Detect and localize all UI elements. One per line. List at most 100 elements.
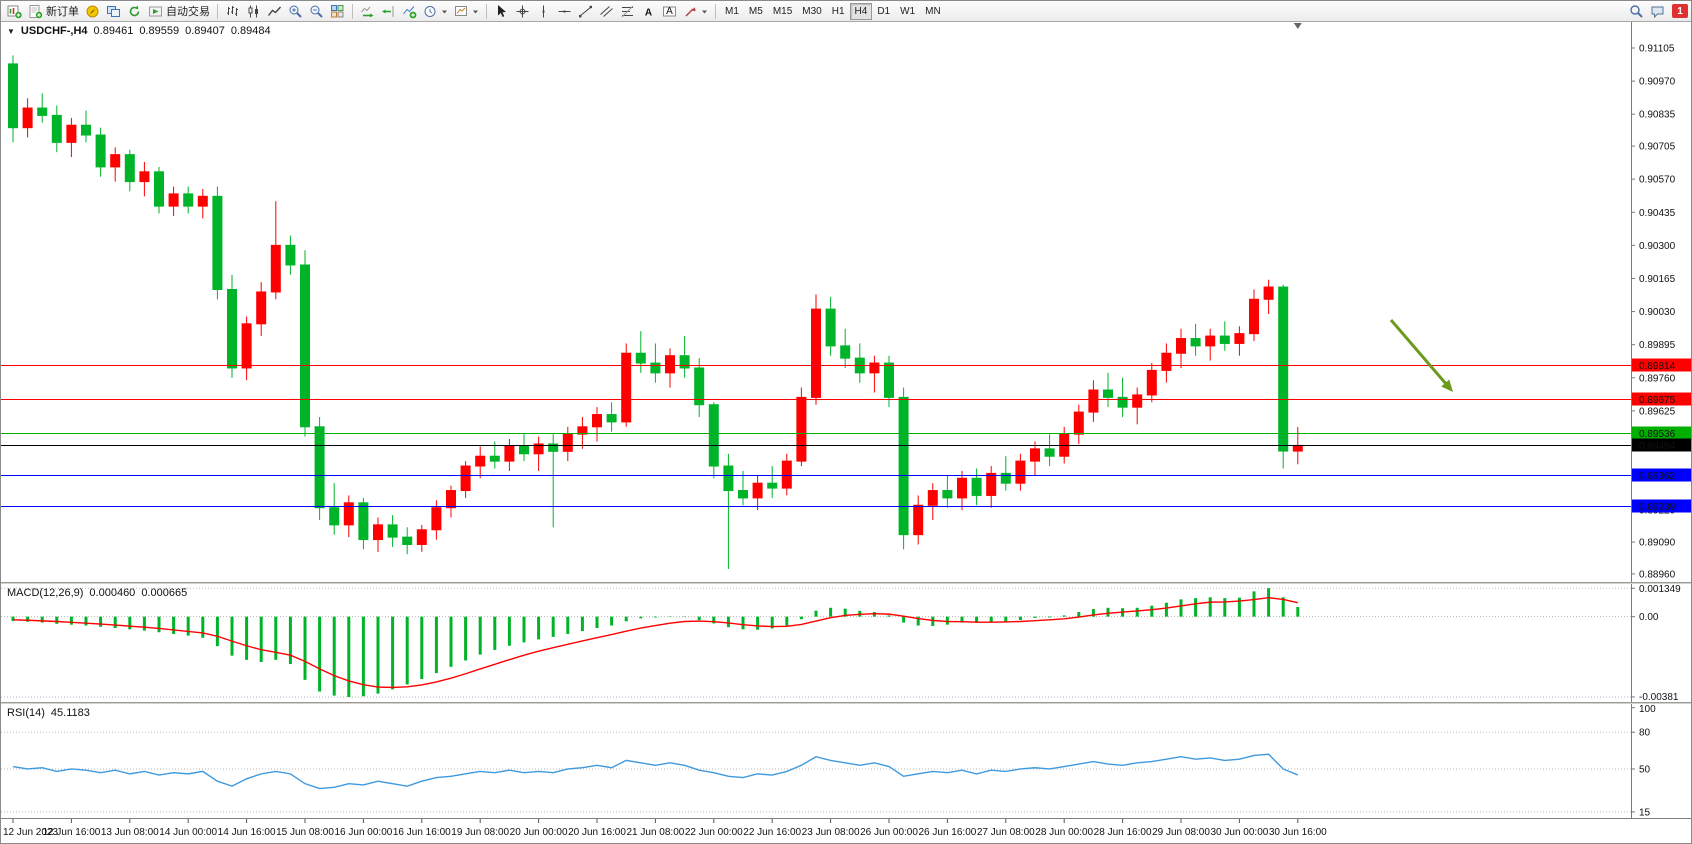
equidistant-channel-button[interactable] xyxy=(596,2,617,21)
community-button[interactable] xyxy=(1647,2,1668,21)
timeframe-m15-button[interactable]: M15 xyxy=(772,5,793,17)
time-axis[interactable]: 12 Jun 2023 12 Jun 16:00 13 Jun 08:00 14 Ju… xyxy=(1,818,1692,844)
svg-text:0.91105: 0.91105 xyxy=(1639,43,1675,54)
vertical-line-icon xyxy=(542,5,545,17)
bar-chart-button[interactable] xyxy=(222,2,243,21)
svg-text:0.89625: 0.89625 xyxy=(1639,406,1676,417)
toolbar-separator xyxy=(352,3,353,19)
chart-shift-marker[interactable] xyxy=(1293,23,1302,29)
new-order-button[interactable]: 新订单 xyxy=(25,2,82,21)
text-label-button[interactable]: A xyxy=(659,2,680,21)
pane-separator[interactable] xyxy=(1,582,1691,584)
price-chart[interactable]: 0.91105 0.90970 0.90835 0.90705 0.90570 0.904… xyxy=(1,22,1692,582)
auto-scroll-icon xyxy=(361,6,374,17)
fibonacci-button[interactable] xyxy=(617,2,638,21)
line-chart-button[interactable] xyxy=(264,2,285,21)
price-tag-0.89814: 0.89814 xyxy=(1632,358,1691,372)
svg-text:0.001349: 0.001349 xyxy=(1639,584,1681,595)
svg-text:20 Jun 16:00: 20 Jun 16:00 xyxy=(568,827,626,838)
arrow-annotation[interactable] xyxy=(1389,319,1453,392)
svg-text:0.90030: 0.90030 xyxy=(1639,307,1676,318)
horizontal-line-icon xyxy=(558,10,571,12)
svg-text:0.90970: 0.90970 xyxy=(1639,77,1676,88)
compass-button[interactable] xyxy=(82,2,103,21)
svg-text:29 Jun 08:00: 29 Jun 08:00 xyxy=(1152,827,1210,838)
svg-text:0.89675: 0.89675 xyxy=(1639,395,1676,406)
zoom-out-button[interactable] xyxy=(306,2,327,21)
cursor-button[interactable] xyxy=(491,2,512,21)
refresh-button[interactable] xyxy=(124,2,145,21)
crosshair-button[interactable] xyxy=(512,2,533,21)
timeframe-h4-button[interactable]: H4 xyxy=(849,2,873,20)
svg-text:0.89814: 0.89814 xyxy=(1639,361,1676,372)
timeframe-toolbar: M1 M5 M15 M30 H1 H4 D1 W1 MN xyxy=(720,2,946,20)
main-toolbar: 新订单 xyxy=(1,1,1691,22)
svg-text:16 Jun 00:00: 16 Jun 00:00 xyxy=(334,827,392,838)
svg-text:0.88960: 0.88960 xyxy=(1639,569,1676,580)
autotrading-button[interactable]: 自动交易 xyxy=(145,2,213,21)
auto-scroll-button[interactable] xyxy=(357,2,378,21)
tile-windows-icon xyxy=(331,4,344,17)
horizontal-line-button[interactable] xyxy=(554,2,575,21)
chart-shift-button[interactable] xyxy=(378,2,399,21)
search-button[interactable] xyxy=(1626,2,1647,21)
windows-icon xyxy=(107,5,120,17)
price-tag-0.89536: 0.89536 xyxy=(1632,426,1691,440)
candlestick-chart-button[interactable] xyxy=(243,2,264,21)
arrows-button[interactable] xyxy=(680,2,711,21)
new-order-icon xyxy=(29,4,43,18)
timeframe-m5-button[interactable]: M5 xyxy=(748,5,763,17)
svg-text:13 Jun 08:00: 13 Jun 08:00 xyxy=(101,827,159,838)
rsi-axis[interactable]: 100 80 50 15 xyxy=(1631,704,1656,818)
vertical-line-button[interactable] xyxy=(533,2,554,21)
macd-chart[interactable]: 0.001349 0.00 -0.00381 xyxy=(1,584,1692,702)
timeframe-m30-button[interactable]: M30 xyxy=(802,5,822,17)
svg-text:15: 15 xyxy=(1639,807,1651,818)
svg-text:27 Jun 08:00: 27 Jun 08:00 xyxy=(977,827,1035,838)
bar-chart-icon xyxy=(227,5,238,16)
timeframe-mn-button[interactable]: MN xyxy=(925,5,941,17)
trendline-button[interactable] xyxy=(575,2,596,21)
text-button[interactable]: A xyxy=(638,2,659,21)
svg-text:28 Jun 00:00: 28 Jun 00:00 xyxy=(1035,827,1093,838)
windows-button[interactable] xyxy=(103,2,124,21)
svg-text:80: 80 xyxy=(1639,728,1651,739)
collapse-chart-icon[interactable]: ▼ xyxy=(7,26,15,36)
periods-button[interactable] xyxy=(420,2,451,21)
rsi-chart[interactable]: 100 80 50 15 xyxy=(1,704,1692,818)
zoom-in-button[interactable] xyxy=(285,2,306,21)
notification-badge[interactable]: 1 xyxy=(1672,4,1688,18)
svg-text:50: 50 xyxy=(1639,764,1651,775)
svg-text:19 Jun 08:00: 19 Jun 08:00 xyxy=(451,827,509,838)
svg-text:14 Jun 16:00: 14 Jun 16:00 xyxy=(218,827,276,838)
svg-text:20 Jun 00:00: 20 Jun 00:00 xyxy=(510,827,568,838)
chevron-down-icon xyxy=(442,10,447,13)
new-chart-button[interactable] xyxy=(4,2,25,21)
toolbar-separator xyxy=(715,3,716,19)
macd-axis[interactable]: 0.001349 0.00 -0.00381 xyxy=(1631,584,1681,702)
templates-icon xyxy=(455,5,467,16)
svg-text:A: A xyxy=(666,6,673,17)
tile-windows-button[interactable] xyxy=(327,2,348,21)
timeframe-m1-button[interactable]: M1 xyxy=(725,5,739,17)
svg-text:22 Jun 16:00: 22 Jun 16:00 xyxy=(743,827,801,838)
indicators-button[interactable] xyxy=(399,2,420,21)
pane-separator[interactable] xyxy=(1,702,1691,704)
candlesticks xyxy=(8,55,1303,570)
timeframe-h1-button[interactable]: H1 xyxy=(831,5,845,17)
equidistant-channel-icon xyxy=(600,5,613,17)
fibonacci-icon xyxy=(621,5,634,17)
svg-text:0.90705: 0.90705 xyxy=(1639,142,1676,153)
price-axis[interactable]: 0.91105 0.90970 0.90835 0.90705 0.90570 0.904… xyxy=(1631,22,1676,582)
svg-text:12 Jun 16:00: 12 Jun 16:00 xyxy=(42,827,100,838)
svg-text:0.89536: 0.89536 xyxy=(1639,429,1676,440)
timeframe-w1-button[interactable]: W1 xyxy=(900,5,916,17)
chart-shift-icon xyxy=(382,5,394,17)
timeframe-d1-button[interactable]: D1 xyxy=(877,5,891,17)
price-tag-0.89239: 0.89239 xyxy=(1632,499,1691,513)
templates-button[interactable] xyxy=(451,2,482,21)
toolbar-separator xyxy=(217,3,218,19)
svg-text:12 Jun 2023: 12 Jun 2023 xyxy=(3,827,58,838)
